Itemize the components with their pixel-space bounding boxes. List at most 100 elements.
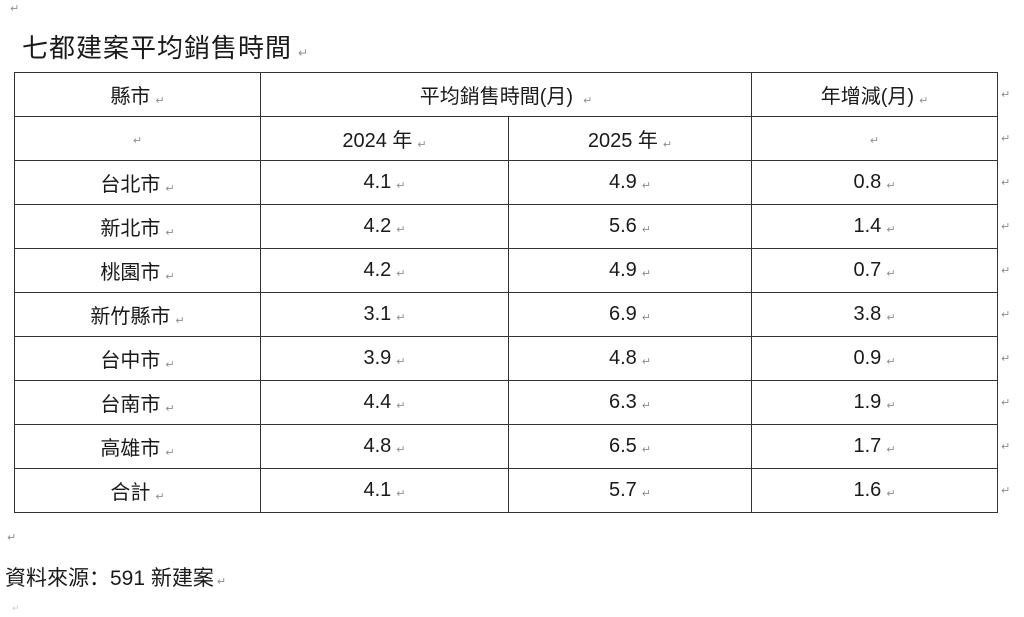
city-label: 台北市: [100, 174, 161, 196]
cell-end-mark: ↵: [641, 267, 652, 280]
cell-end-mark: ↵: [919, 94, 929, 107]
table-row-tainan: 台南市 ↵ 4.4 ↵ 6.3 ↵ 1.9 ↵: [14, 380, 999, 425]
value-yoy: 0.7: [853, 259, 882, 281]
cell-end-mark: ↵: [417, 138, 427, 151]
cell-end-mark: ↵: [132, 134, 143, 147]
row-end-mark: ↵: [1001, 131, 1011, 145]
value-2024: 4.2: [363, 259, 392, 281]
table-row-taipei: 台北市 ↵ 4.1 ↵ 4.9 ↵ 0.8 ↵: [14, 160, 999, 205]
value-2025: 4.9: [608, 259, 637, 281]
cell-yoy: 1.9 ↵: [751, 380, 999, 425]
cell-city: 新竹縣市 ↵: [14, 292, 261, 337]
cell-end-mark: ↵: [886, 223, 896, 236]
source-note: 資料來源：591 新建案 ↵: [5, 562, 226, 592]
cell-end-mark: ↵: [641, 223, 652, 236]
year-2025-label: 2025 年: [587, 130, 658, 152]
value-yoy: 1.4: [853, 215, 882, 237]
cell-yoy: 1.6 ↵: [751, 468, 999, 513]
cell-end-mark: ↵: [662, 138, 673, 151]
table-row-total: 合計 ↵ 4.1 ↵ 5.7 ↵ 1.6 ↵: [14, 468, 999, 513]
cell-city: 合計 ↵: [14, 468, 261, 513]
cell-end-mark: ↵: [641, 443, 652, 456]
city-label: 桃園市: [100, 262, 161, 284]
year-2024-label: 2024 年: [342, 130, 413, 152]
value-2025: 4.9: [608, 171, 637, 193]
value-2024: 4.1: [363, 479, 392, 501]
header-city-label: 縣市: [110, 86, 151, 108]
value-2025: 4.8: [608, 347, 637, 369]
cell-2024: 4.8 ↵: [260, 424, 509, 469]
cell-end-mark: ↵: [869, 134, 880, 147]
subheader-cell-2025: 2025 年 ↵: [507, 116, 753, 161]
cell-city: 桃園市 ↵: [14, 248, 261, 293]
cell-end-mark: ↵: [396, 355, 406, 368]
value-2024: 4.4: [363, 391, 392, 413]
paragraph-mark: ↵: [7, 531, 17, 544]
cell-end-mark: ↵: [641, 487, 652, 500]
cell-city: 台北市 ↵: [14, 160, 261, 205]
row-end-mark: ↵: [1001, 352, 1011, 366]
cell-2024: 4.1 ↵: [260, 160, 509, 205]
table-row-newtaipei: 新北市 ↵ 4.2 ↵ 5.6 ↵ 1.4 ↵: [14, 204, 999, 249]
cell-yoy: 0.9 ↵: [751, 336, 999, 381]
value-2025: 6.5: [608, 435, 637, 457]
row-end-mark: ↵: [1001, 175, 1011, 189]
cell-end-mark: ↵: [886, 355, 896, 368]
cell-2024: 4.2 ↵: [260, 248, 509, 293]
value-2024: 3.9: [363, 347, 392, 369]
cell-end-mark: ↵: [886, 443, 896, 456]
table-header-row: 縣市 ↵ 平均銷售時間(月) ↵ 年增減(月) ↵: [14, 72, 999, 117]
cell-end-mark: ↵: [175, 314, 185, 327]
cell-yoy: 1.7 ↵: [751, 424, 999, 469]
cell-end-mark: ↵: [886, 267, 896, 280]
value-2025: 6.3: [608, 391, 637, 413]
cell-2024: 3.9 ↵: [260, 336, 509, 381]
cell-end-mark: ↵: [165, 182, 175, 195]
cell-end-mark: ↵: [165, 226, 175, 239]
cell-end-mark: ↵: [165, 402, 175, 415]
value-2024: 4.1: [363, 171, 392, 193]
source-note-text: 資料來源：591 新建案: [5, 567, 214, 590]
cell-end-mark: ↵: [396, 399, 406, 412]
value-yoy: 0.8: [853, 171, 882, 193]
row-end-mark: ↵: [1001, 484, 1011, 498]
cell-end-mark: ↵: [155, 94, 165, 107]
cell-end-mark: ↵: [396, 223, 406, 236]
value-yoy: 3.8: [853, 303, 882, 325]
cell-end-mark: ↵: [886, 179, 896, 192]
header-avg-time-label: 平均銷售時間(月): [419, 86, 574, 108]
city-label: 台南市: [100, 394, 161, 416]
cell-end-mark: ↵: [396, 179, 406, 192]
subheader-cell-empty: ↵: [14, 116, 261, 161]
header-cell-avg-time: 平均銷售時間(月) ↵: [259, 72, 753, 117]
cell-2025: 5.7 ↵: [507, 468, 753, 513]
table-subheader-row: ↵ 2024 年 ↵ 2025 年 ↵ ↵: [14, 116, 999, 161]
value-2024: 3.1: [363, 303, 392, 325]
document-title: 七都建案平均銷售時間 ↵: [22, 33, 309, 64]
row-end-marks: ↵ ↵ ↵ ↵ ↵ ↵ ↵ ↵ ↵ ↵: [1001, 72, 1010, 513]
value-2025: 6.9: [608, 303, 637, 325]
value-2025: 5.6: [608, 215, 637, 237]
cell-2025: 4.9 ↵: [507, 248, 753, 293]
table-row-hsinchu: 新竹縣市 ↵ 3.1 ↵ 6.9 ↵ 3.8 ↵: [14, 292, 999, 337]
row-end-mark: ↵: [1001, 263, 1011, 277]
cell-end-mark: ↵: [165, 358, 175, 371]
city-label: 台中市: [100, 350, 161, 372]
cell-end-mark: ↵: [641, 355, 652, 368]
value-2024: 4.8: [363, 435, 392, 457]
cell-yoy: 3.8 ↵: [751, 292, 999, 337]
cell-2024: 4.2 ↵: [260, 204, 509, 249]
cell-city: 台中市 ↵: [14, 336, 261, 381]
value-yoy: 0.9: [853, 347, 882, 369]
subheader-cell-empty: ↵: [751, 116, 999, 161]
value-yoy: 1.7: [853, 435, 882, 457]
cell-yoy: 0.8 ↵: [751, 160, 999, 205]
cell-city: 台南市 ↵: [14, 380, 261, 425]
table-row-taichung: 台中市 ↵ 3.9 ↵ 4.8 ↵ 0.9 ↵: [14, 336, 999, 381]
cell-end-mark: ↵: [396, 487, 406, 500]
cell-end-mark: ↵: [641, 399, 652, 412]
cell-end-mark: ↵: [641, 179, 652, 192]
cell-city: 新北市 ↵: [14, 204, 261, 249]
paragraph-mark: ↵: [12, 604, 20, 614]
paragraph-mark: ↵: [298, 46, 310, 60]
